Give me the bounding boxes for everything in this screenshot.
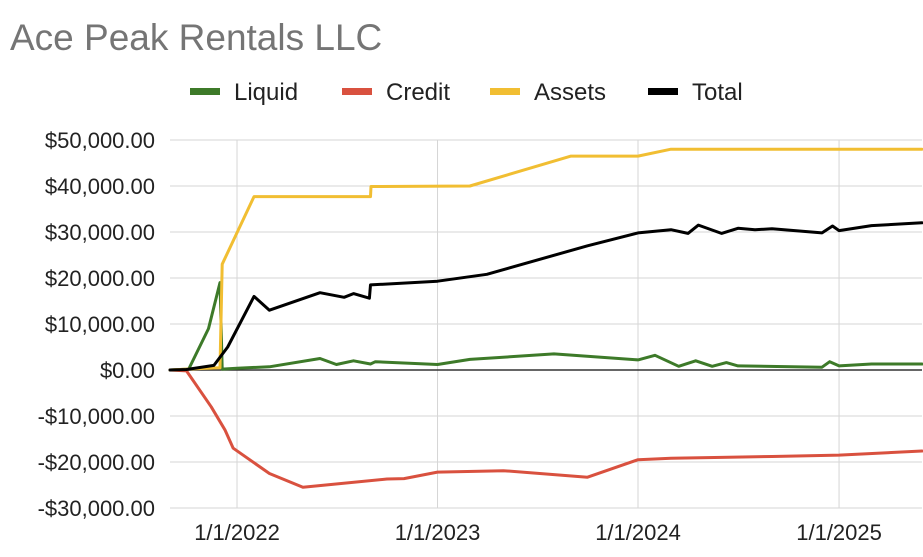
x-tick-label: 1/1/2022 — [194, 520, 280, 545]
legend-label-total: Total — [692, 79, 743, 106]
y-tick-label: $30,000.00 — [45, 220, 155, 245]
y-axis: $50,000.00 $40,000.00 $30,000.00 $20,000.00… — [38, 128, 155, 521]
grid — [170, 139, 922, 509]
y-tick-label: -$10,000.00 — [38, 404, 155, 429]
x-tick-label: 1/1/2025 — [796, 520, 882, 545]
plot-area — [168, 147, 923, 489]
series-line-assets — [168, 147, 923, 372]
chart-title: Ace Peak Rentals LLC — [10, 17, 382, 58]
y-tick-label: $0.00 — [100, 358, 155, 383]
legend: Liquid Credit Assets Total — [190, 79, 743, 106]
legend-swatch-credit — [342, 88, 372, 95]
y-tick-label: -$30,000.00 — [38, 496, 155, 521]
series-line-liquid — [168, 281, 923, 372]
y-tick-label: $10,000.00 — [45, 312, 155, 337]
x-tick-label: 1/1/2024 — [595, 520, 681, 545]
legend-swatch-total — [648, 88, 678, 95]
legend-swatch-assets — [490, 88, 520, 95]
legend-swatch-liquid — [190, 88, 220, 95]
y-tick-label: $50,000.00 — [45, 128, 155, 153]
legend-label-liquid: Liquid — [234, 79, 298, 106]
y-tick-label: -$20,000.00 — [38, 450, 155, 475]
legend-label-credit: Credit — [386, 79, 450, 106]
x-tick-label: 1/1/2023 — [395, 520, 481, 545]
x-axis: 1/1/2022 1/1/2023 1/1/2024 1/1/2025 — [194, 520, 882, 545]
y-tick-label: $40,000.00 — [45, 174, 155, 199]
series-line-total — [168, 221, 923, 372]
legend-label-assets: Assets — [534, 79, 606, 106]
series-line-credit — [168, 368, 923, 489]
y-tick-label: $20,000.00 — [45, 266, 155, 291]
